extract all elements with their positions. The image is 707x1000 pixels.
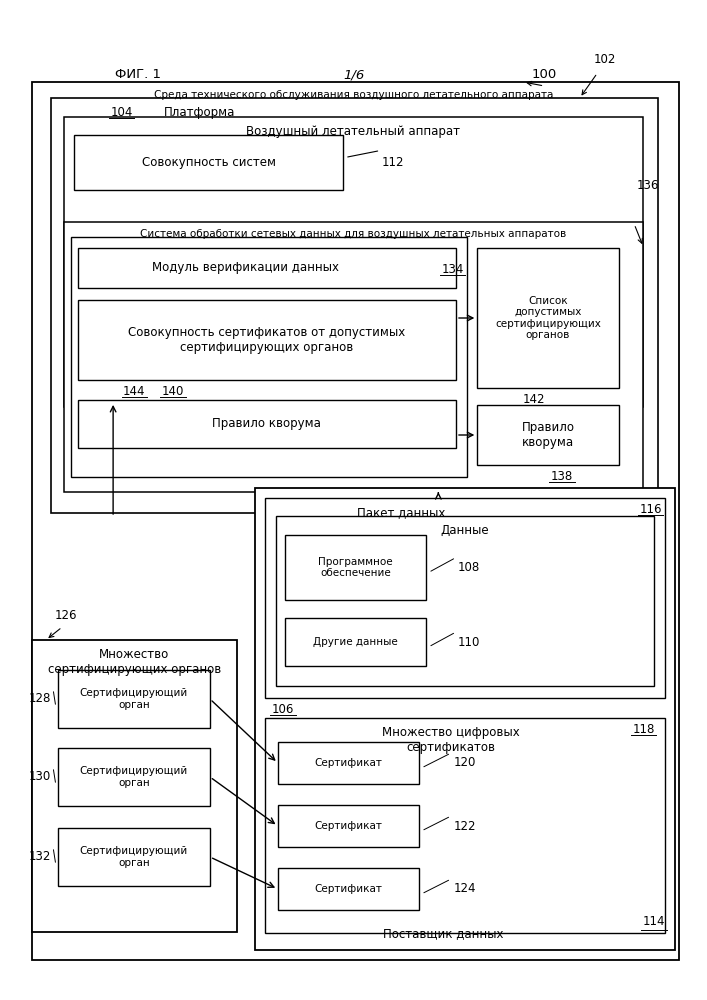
Text: 110: 110: [458, 636, 481, 648]
Bar: [255, 488, 675, 950]
Text: 106: 106: [271, 703, 294, 716]
Text: 130: 130: [29, 770, 51, 784]
Text: Программное
обеспечение: Программное обеспечение: [318, 557, 393, 578]
Text: Сертифицирующий
орган: Сертифицирующий орган: [80, 688, 188, 710]
Bar: [477, 405, 619, 465]
Text: 1/6: 1/6: [343, 68, 364, 81]
Bar: [32, 82, 679, 960]
Text: Другие данные: Другие данные: [313, 637, 398, 647]
Text: Сертификат: Сертификат: [315, 821, 382, 831]
Bar: [265, 498, 665, 698]
Bar: [71, 237, 467, 477]
Text: 140: 140: [162, 385, 185, 398]
Bar: [276, 516, 654, 686]
Bar: [278, 868, 419, 910]
Text: 120: 120: [453, 756, 476, 770]
Text: 104: 104: [110, 106, 133, 119]
Text: Поставщик данных: Поставщик данных: [383, 927, 504, 940]
Text: 126: 126: [54, 609, 77, 622]
Bar: [32, 640, 237, 932]
Text: Данные: Данные: [440, 524, 489, 537]
Text: Сертификат: Сертификат: [315, 758, 382, 768]
Bar: [64, 117, 643, 407]
Text: 102: 102: [593, 53, 616, 66]
Text: 124: 124: [453, 882, 476, 896]
Text: Совокупность сертификатов от допустимых
сертифицирующих органов: Совокупность сертификатов от допустимых …: [128, 326, 406, 354]
Bar: [278, 742, 419, 784]
Bar: [74, 135, 343, 190]
Text: 108: 108: [458, 561, 480, 574]
Bar: [78, 300, 456, 380]
Text: Среда технического обслуживания воздушного летательного аппарата: Среда технического обслуживания воздушно…: [154, 90, 553, 100]
Text: Сертификат: Сертификат: [315, 884, 382, 894]
Text: 138: 138: [551, 470, 573, 483]
Bar: [285, 535, 426, 600]
Text: 144: 144: [123, 385, 146, 398]
Text: Совокупность систем: Совокупность систем: [141, 156, 276, 169]
Text: Модуль верификации данных: Модуль верификации данных: [152, 261, 339, 274]
Bar: [64, 222, 643, 492]
Text: Сертифицирующий
орган: Сертифицирующий орган: [80, 846, 188, 868]
Text: Множество
сертифицирующих органов: Множество сертифицирующих органов: [47, 648, 221, 676]
Text: Воздушный летательный аппарат: Воздушный летательный аппарат: [247, 125, 460, 138]
Text: 116: 116: [639, 503, 662, 516]
Text: Множество цифровых
сертификатов: Множество цифровых сертификатов: [382, 726, 520, 754]
Text: 132: 132: [28, 850, 51, 863]
Text: 114: 114: [643, 915, 665, 928]
Bar: [58, 748, 210, 806]
Text: Правило
кворума: Правило кворума: [522, 421, 574, 449]
Bar: [285, 618, 426, 666]
Text: 136: 136: [636, 179, 659, 192]
Bar: [477, 248, 619, 388]
Text: Правило кворума: Правило кворума: [213, 418, 321, 430]
Text: 100: 100: [532, 68, 557, 81]
Text: 134: 134: [441, 263, 464, 276]
Text: Система обработки сетевых данных для воздушных летательных аппаратов: Система обработки сетевых данных для воз…: [141, 229, 566, 239]
Bar: [78, 400, 456, 448]
Text: 142: 142: [522, 393, 545, 406]
Text: 112: 112: [382, 156, 404, 169]
Bar: [278, 805, 419, 847]
Text: ФИГ. 1: ФИГ. 1: [115, 68, 161, 81]
Text: Сертифицирующий
орган: Сертифицирующий орган: [80, 766, 188, 788]
Bar: [78, 248, 456, 288]
Text: 128: 128: [28, 693, 51, 706]
Text: Платформа: Платформа: [164, 106, 235, 119]
Bar: [58, 828, 210, 886]
Bar: [265, 718, 665, 933]
Text: 118: 118: [632, 723, 655, 736]
Text: 122: 122: [453, 820, 476, 832]
Bar: [58, 670, 210, 728]
Text: Пакет данных: Пакет данных: [357, 506, 445, 519]
Bar: [51, 98, 658, 513]
Text: Список
допустимых
сертифицирующих
органов: Список допустимых сертифицирующих органо…: [495, 296, 601, 340]
